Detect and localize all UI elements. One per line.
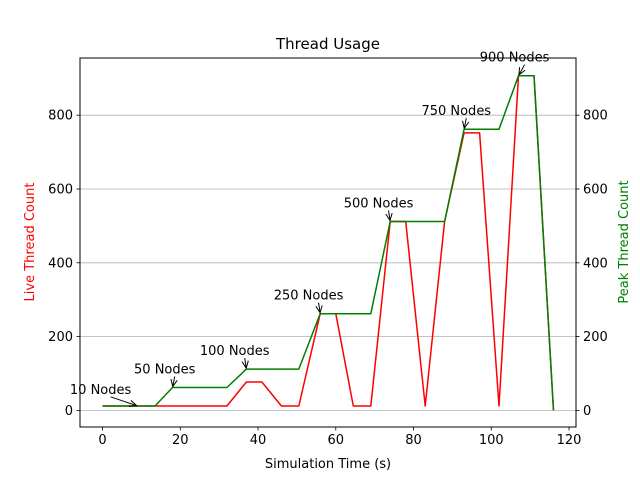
annotation-label: 750 Nodes xyxy=(421,104,491,119)
annotation-arrowhead xyxy=(315,305,323,314)
x-tick-label: 120 xyxy=(557,433,582,448)
annotation-arrowhead xyxy=(518,67,526,76)
y-tick-label: 200 xyxy=(48,330,73,345)
x-axis-ticks: 0 20 40 60 80 100 120 xyxy=(98,427,581,448)
y-tick-label-right: 800 xyxy=(583,109,608,124)
annotation-label: 50 Nodes xyxy=(134,362,196,377)
annotation-arrowhead xyxy=(462,120,470,130)
annotation-arrowhead xyxy=(170,378,178,388)
chart-title: Thread Usage xyxy=(275,35,380,53)
y-tick-label-right: 600 xyxy=(583,182,608,197)
x-tick-label: 20 xyxy=(172,433,189,448)
left-y-axis-ticks: 0 200 400 600 800 xyxy=(48,109,80,419)
live-thread-line xyxy=(102,74,555,411)
annotation-label: 10 Nodes xyxy=(70,383,132,398)
annotation-arrowhead xyxy=(241,360,249,370)
y-tick-label: 0 xyxy=(65,404,73,419)
x-tick-label: 80 xyxy=(405,433,422,448)
annotation-arrow xyxy=(388,210,391,221)
annotation-arrow xyxy=(318,302,321,313)
right-y-axis-ticks: 0 200 400 600 800 xyxy=(576,109,608,419)
annotation-arrow xyxy=(110,396,137,407)
x-tick-label: 60 xyxy=(328,433,345,448)
x-tick-label: 0 xyxy=(98,433,106,448)
y-tick-label: 600 xyxy=(48,182,73,197)
annotation-label: 100 Nodes xyxy=(200,344,270,359)
peak-thread-line xyxy=(102,74,555,411)
left-y-axis-title: Live Thread Count xyxy=(23,183,38,302)
annotation-arrow xyxy=(463,118,467,129)
plot-series xyxy=(102,74,555,411)
annotation-arrowhead xyxy=(385,212,393,222)
y-tick-label-right: 200 xyxy=(583,330,608,345)
plot-frame xyxy=(79,57,577,428)
annotation-arrow xyxy=(172,376,176,387)
y-tick-label-right: 0 xyxy=(583,404,591,419)
annotation-arrow xyxy=(244,357,247,369)
x-axis-title: Simulation Time (s) xyxy=(265,457,391,472)
annotation-arrow xyxy=(518,64,526,76)
y-tick-label-right: 400 xyxy=(583,256,608,271)
right-y-axis-title: Peak Thread Count xyxy=(617,180,632,303)
annotation-label: 250 Nodes xyxy=(274,289,344,304)
x-tick-label: 100 xyxy=(479,433,504,448)
annotation-arrowhead xyxy=(128,399,138,407)
x-tick-label: 40 xyxy=(250,433,267,448)
annotation-label: 500 Nodes xyxy=(344,196,414,211)
y-tick-label: 400 xyxy=(48,256,73,271)
y-tick-label: 800 xyxy=(48,109,73,124)
